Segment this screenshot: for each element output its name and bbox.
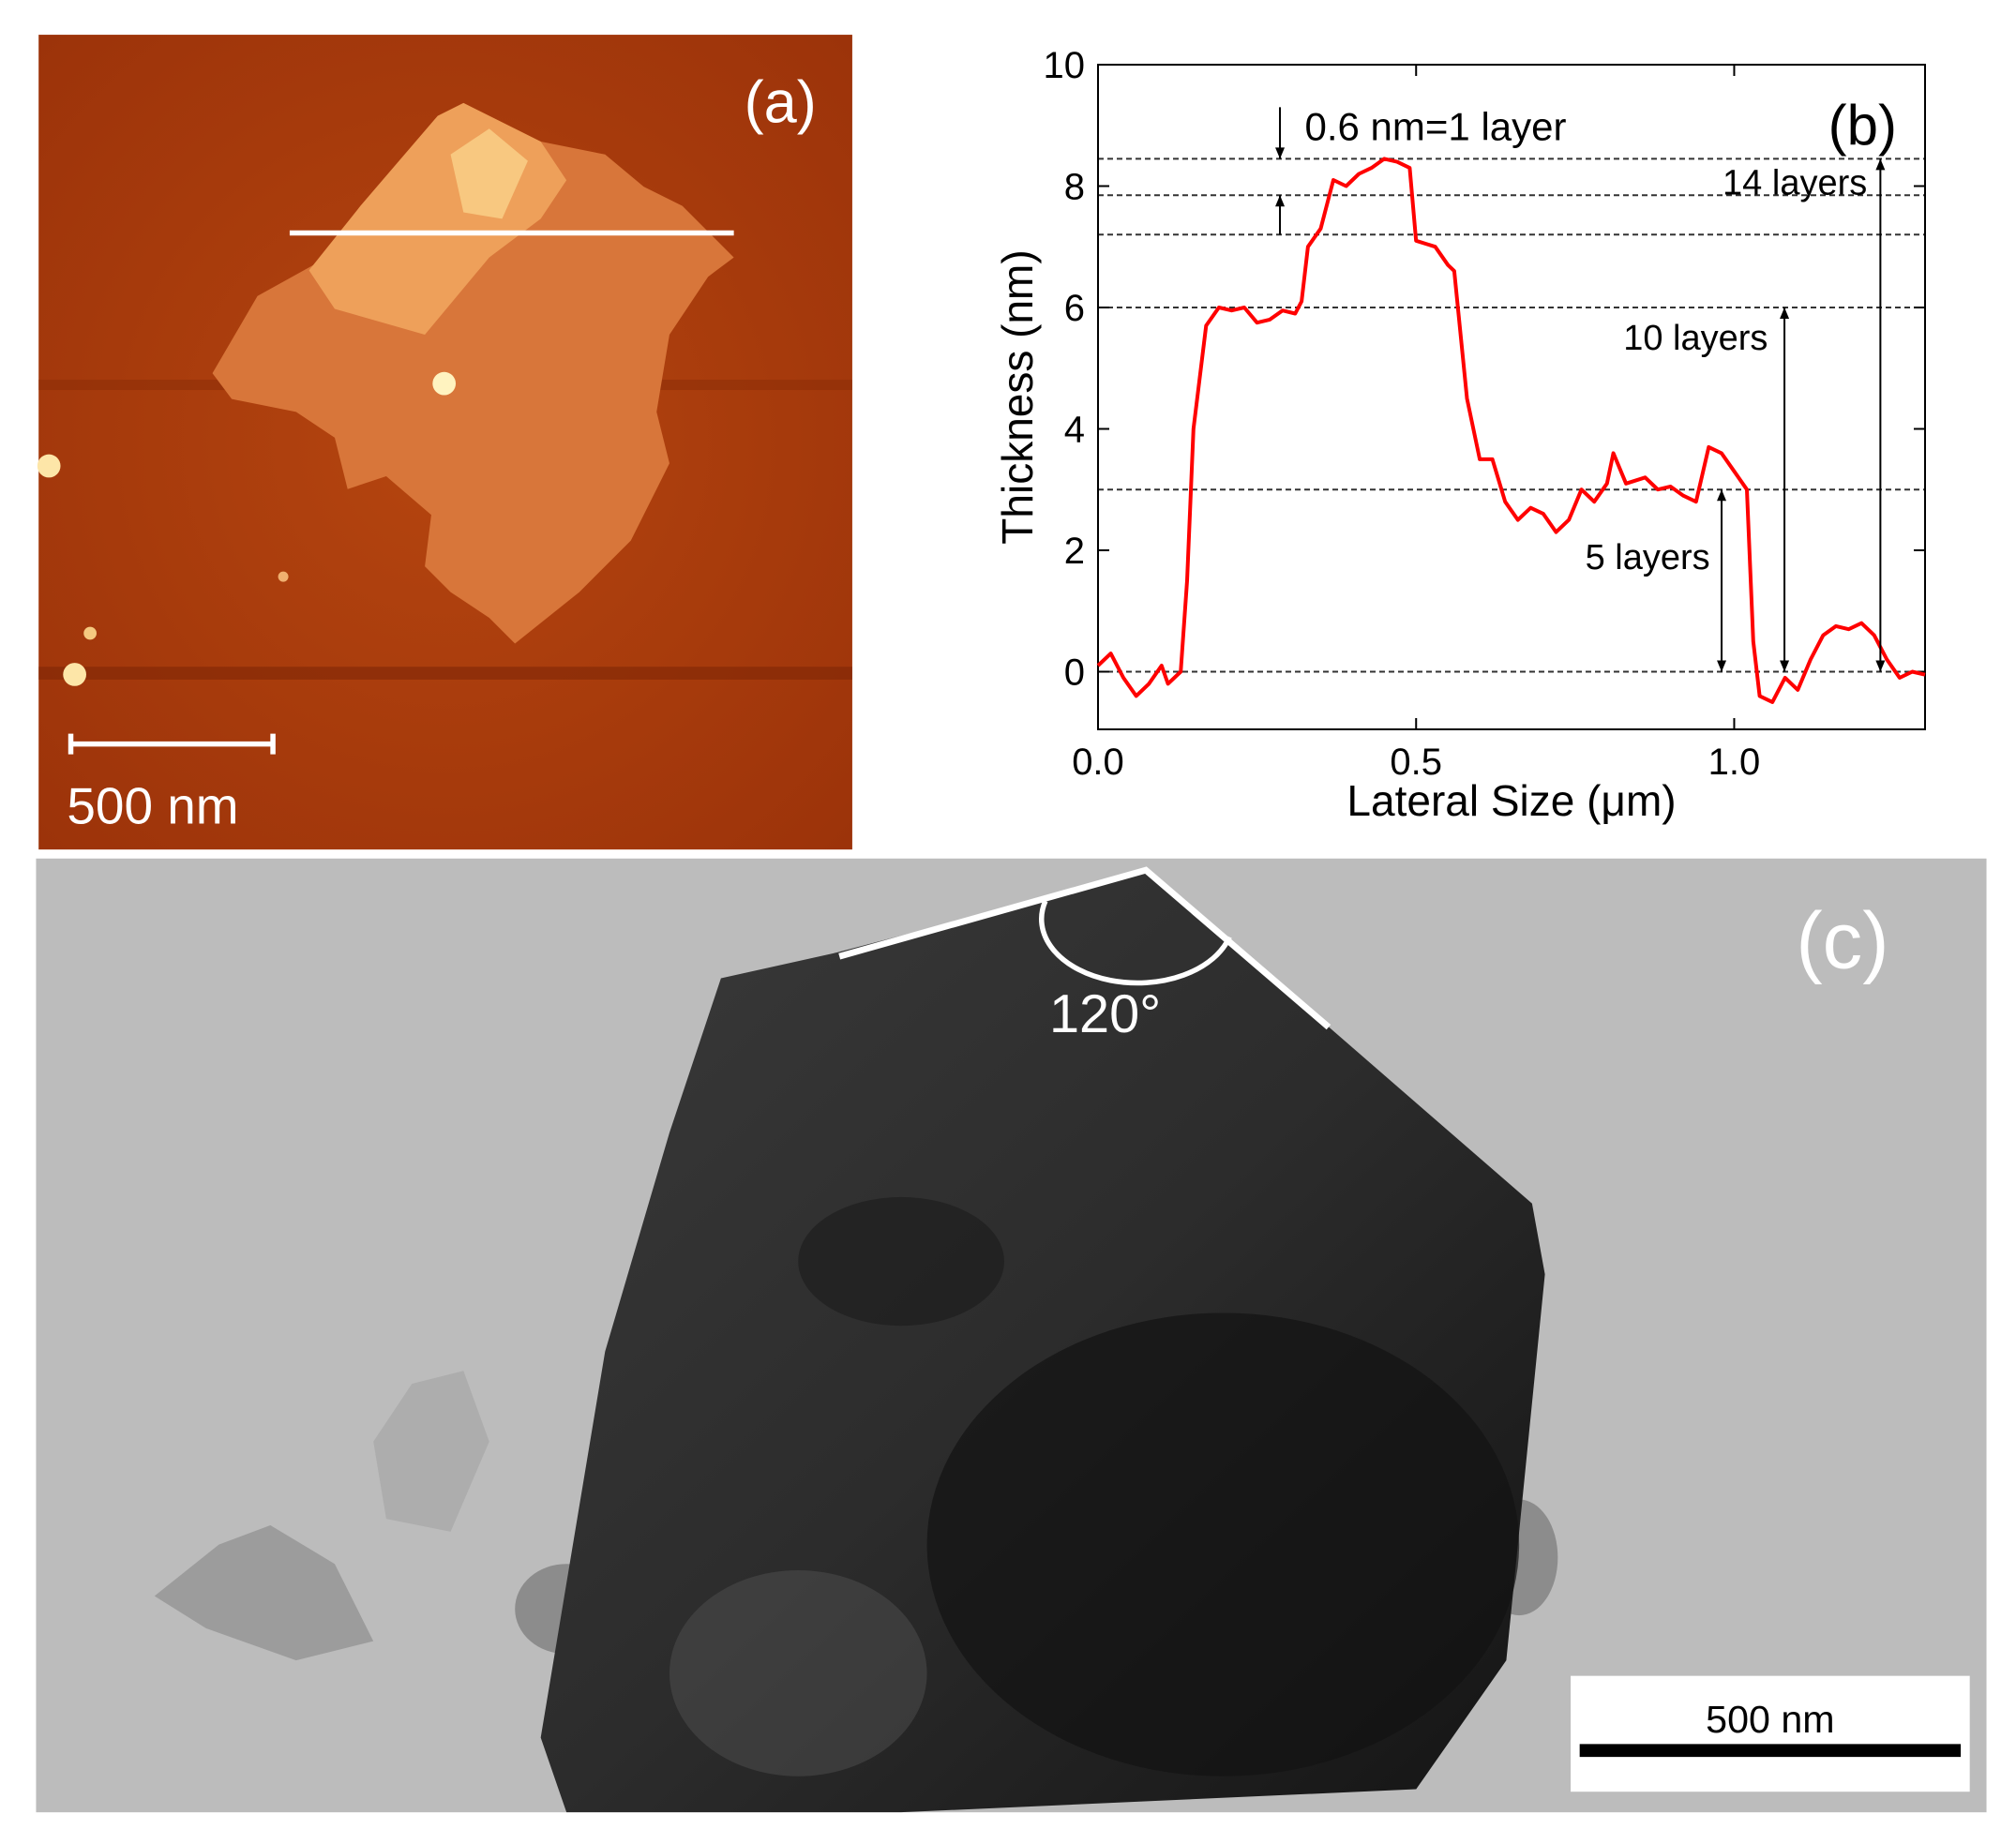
arrow-head xyxy=(1875,158,1886,171)
y-tick-label: 8 xyxy=(1064,166,1085,207)
afm-flake-peak xyxy=(450,128,528,219)
angle-arc xyxy=(1039,899,1232,986)
plot-frame xyxy=(1097,64,1926,730)
arrow-head xyxy=(1275,195,1286,207)
y-axis-label: Thickness (nm) xyxy=(993,249,1042,544)
tem-dark-region xyxy=(926,1312,1520,1777)
arrow-head xyxy=(1875,660,1886,672)
scale-bar xyxy=(68,733,276,755)
afm-particle xyxy=(63,663,86,686)
arrow-head xyxy=(1780,307,1790,319)
x-axis-label: Lateral Size (μm) xyxy=(1347,776,1676,825)
arrow-head xyxy=(1275,147,1286,159)
afm-particle xyxy=(37,454,61,478)
tem-light-region xyxy=(669,1570,927,1777)
arrow-head xyxy=(1717,660,1727,672)
afm-particle xyxy=(83,626,97,640)
y-tick-label: 2 xyxy=(1064,531,1085,572)
y-tick-label: 0 xyxy=(1064,652,1085,693)
annotation: 14 layers xyxy=(1723,163,1867,202)
x-tick-label: 1.0 xyxy=(1708,742,1761,783)
scale-box xyxy=(1571,1675,1970,1792)
arrow-head xyxy=(1780,660,1790,672)
x-tick-label: 0.0 xyxy=(1072,742,1124,783)
scale-bar-label: 500 nm xyxy=(1706,1698,1834,1741)
tem-fragment xyxy=(154,1525,374,1661)
afm-particle xyxy=(278,571,289,582)
annotation: 0.6 nm=1 layer xyxy=(1305,104,1567,148)
panel-label: (b) xyxy=(1828,94,1897,157)
plot-area xyxy=(1098,65,1925,729)
panel-label: (a) xyxy=(745,69,817,135)
afm-particle xyxy=(432,371,457,396)
arrow-head xyxy=(1717,489,1727,502)
x-tick-label: 0.5 xyxy=(1390,742,1442,783)
y-tick-label: 4 xyxy=(1064,409,1085,450)
annotation: 10 layers xyxy=(1623,319,1768,358)
edge-lines xyxy=(838,866,1331,1030)
profile-chart: 0 2 4 6 8 10 0.0 0.5 1.0 Lateral Size (μm) Thickne… xyxy=(993,45,1926,825)
y-tick-label: 10 xyxy=(1044,45,1086,86)
micrographs: 500 nm (a) 120° (c) 500 nm xyxy=(36,35,1987,1813)
annotation: 5 layers xyxy=(1586,538,1710,577)
angle-label: 120° xyxy=(1049,984,1161,1044)
afm-streak xyxy=(38,667,852,680)
panel-label: (c) xyxy=(1796,896,1888,985)
tem-fragment xyxy=(373,1371,489,1532)
tem-dark-region xyxy=(798,1196,1004,1327)
profile-line xyxy=(1096,157,1926,704)
scale-bar-label: 500 nm xyxy=(67,777,238,835)
y-tick-label: 6 xyxy=(1064,288,1085,329)
